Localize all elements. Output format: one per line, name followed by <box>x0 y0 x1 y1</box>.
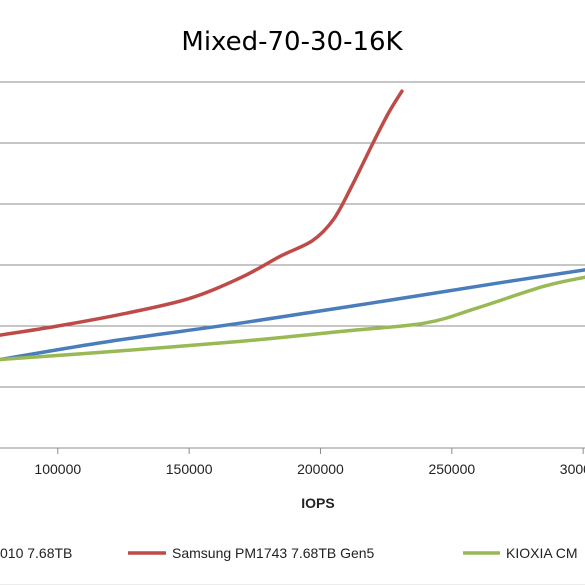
gridlines <box>0 81 585 449</box>
x-tick-label: 300000 <box>560 461 585 477</box>
chart-title: Mixed-70-30-16K <box>181 27 403 57</box>
plot-area <box>0 89 585 362</box>
series-line-2 <box>0 89 404 337</box>
legend-label-2: Samsung PM1743 7.68TB Gen5 <box>172 545 375 561</box>
series-line-3 <box>0 275 585 362</box>
x-tick-label: 100000 <box>34 461 81 477</box>
x-axis-ticks: 100000 150000 200000 250000 300000 <box>34 448 585 477</box>
legend-label-3: KIOXIA CM <box>506 545 578 561</box>
series-line-1 <box>0 268 585 362</box>
legend: 010 7.68TB Samsung PM1743 7.68TB Gen5 KIOX… <box>0 545 578 561</box>
x-axis-label: IOPS <box>301 495 334 511</box>
x-tick-label: 150000 <box>166 461 213 477</box>
legend-label-1: 010 7.68TB <box>0 545 72 561</box>
x-tick-label: 200000 <box>297 461 344 477</box>
x-tick-label: 250000 <box>428 461 475 477</box>
